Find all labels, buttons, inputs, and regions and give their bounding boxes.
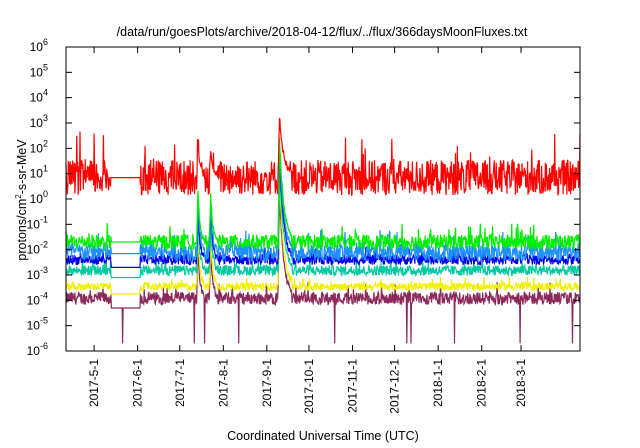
x-axis-label: Coordinated Universal Time (UTC) xyxy=(227,429,419,443)
y-tick-label: 105 xyxy=(30,62,48,79)
y-tick-base: 10 xyxy=(30,40,44,54)
y-tick-exponent: -5 xyxy=(40,316,48,326)
series-line xyxy=(65,117,581,197)
series-line xyxy=(65,138,581,252)
y-tick-label: 102 xyxy=(30,138,48,155)
y-tick-base: 10 xyxy=(27,293,41,307)
x-tick-label: 2017-6-1 xyxy=(131,359,145,407)
y-tick-base: 10 xyxy=(30,65,44,79)
y-tick-base: 10 xyxy=(30,192,44,206)
y-tick-base: 10 xyxy=(30,167,44,181)
y-tick-exponent: 2 xyxy=(43,138,48,148)
y-tick-exponent: 6 xyxy=(43,37,48,47)
x-tick-label: 2017-5-1 xyxy=(87,359,101,407)
x-tick-label: 2017-12-1 xyxy=(388,359,402,414)
y-tick-base: 10 xyxy=(27,268,41,282)
y-tick-label: 10-3 xyxy=(27,265,48,282)
y-tick-base: 10 xyxy=(27,243,41,257)
y-tick-base: 10 xyxy=(27,319,41,333)
x-tick-label: 2018-2-1 xyxy=(475,359,489,407)
y-tick-base: 10 xyxy=(30,116,44,130)
x-tick-label: 2018-1-1 xyxy=(431,359,445,407)
y-tick-label: 10-1 xyxy=(27,214,48,231)
y-tick-exponent: -6 xyxy=(40,341,48,351)
y-tick-base: 10 xyxy=(30,141,44,155)
y-tick-label: 103 xyxy=(30,113,48,130)
x-tick-label: 2017-7-1 xyxy=(173,359,187,407)
plot-frame xyxy=(65,46,581,352)
y-tick-exponent: 1 xyxy=(43,164,48,174)
y-tick-label: 106 xyxy=(30,37,48,54)
y-tick-exponent: -2 xyxy=(40,240,48,250)
y-tick-label: 10-5 xyxy=(27,316,48,333)
series-line xyxy=(65,142,581,263)
y-axis: 10-610-510-410-310-210-11001011021031041… xyxy=(27,37,580,358)
x-tick-label: 2018-3-1 xyxy=(514,359,528,407)
y-tick-exponent: -1 xyxy=(40,214,48,224)
chart-title: /data/run/goesPlots/archive/2018-04-12/f… xyxy=(117,25,528,39)
y-tick-exponent: -3 xyxy=(40,265,48,275)
y-tick-label: 101 xyxy=(30,164,48,181)
series-layer xyxy=(65,117,581,344)
y-tick-label: 10-2 xyxy=(27,240,48,257)
series-line xyxy=(65,180,581,295)
y-axis-label-sup: 2 xyxy=(14,194,23,199)
y-tick-exponent: 4 xyxy=(43,88,48,98)
x-tick-label: 2017-8-1 xyxy=(216,359,230,407)
x-tick-label: 2017-9-1 xyxy=(260,359,274,407)
series-line xyxy=(65,168,581,279)
y-tick-label: 10-6 xyxy=(27,341,48,358)
y-tick-exponent: 3 xyxy=(43,113,48,123)
y-axis-label: protons/cm2-s-sr-MeV xyxy=(14,139,29,261)
y-tick-base: 10 xyxy=(27,344,41,358)
y-tick-exponent: -4 xyxy=(40,290,48,300)
y-tick-base: 10 xyxy=(30,91,44,105)
y-tick-label: 100 xyxy=(30,189,48,206)
y-tick-label: 10-4 xyxy=(27,290,48,307)
x-axis: 2017-5-1 2017-6-1 2017-7-1 2017-8-1 2017-9-1… xyxy=(87,47,528,414)
y-axis-label-rest: -s-sr-MeV xyxy=(15,139,29,195)
y-tick-exponent: 0 xyxy=(43,189,48,199)
series-line xyxy=(65,154,581,268)
x-tick-label: 2017-11-1 xyxy=(345,359,359,413)
y-tick-base: 10 xyxy=(27,217,41,231)
series-line xyxy=(65,188,581,344)
y-tick-label: 104 xyxy=(30,88,48,105)
y-tick-exponent: 5 xyxy=(43,62,48,72)
y-axis-label-base: protons/cm xyxy=(15,199,29,261)
x-tick-label: 2017-10-1 xyxy=(302,359,316,414)
